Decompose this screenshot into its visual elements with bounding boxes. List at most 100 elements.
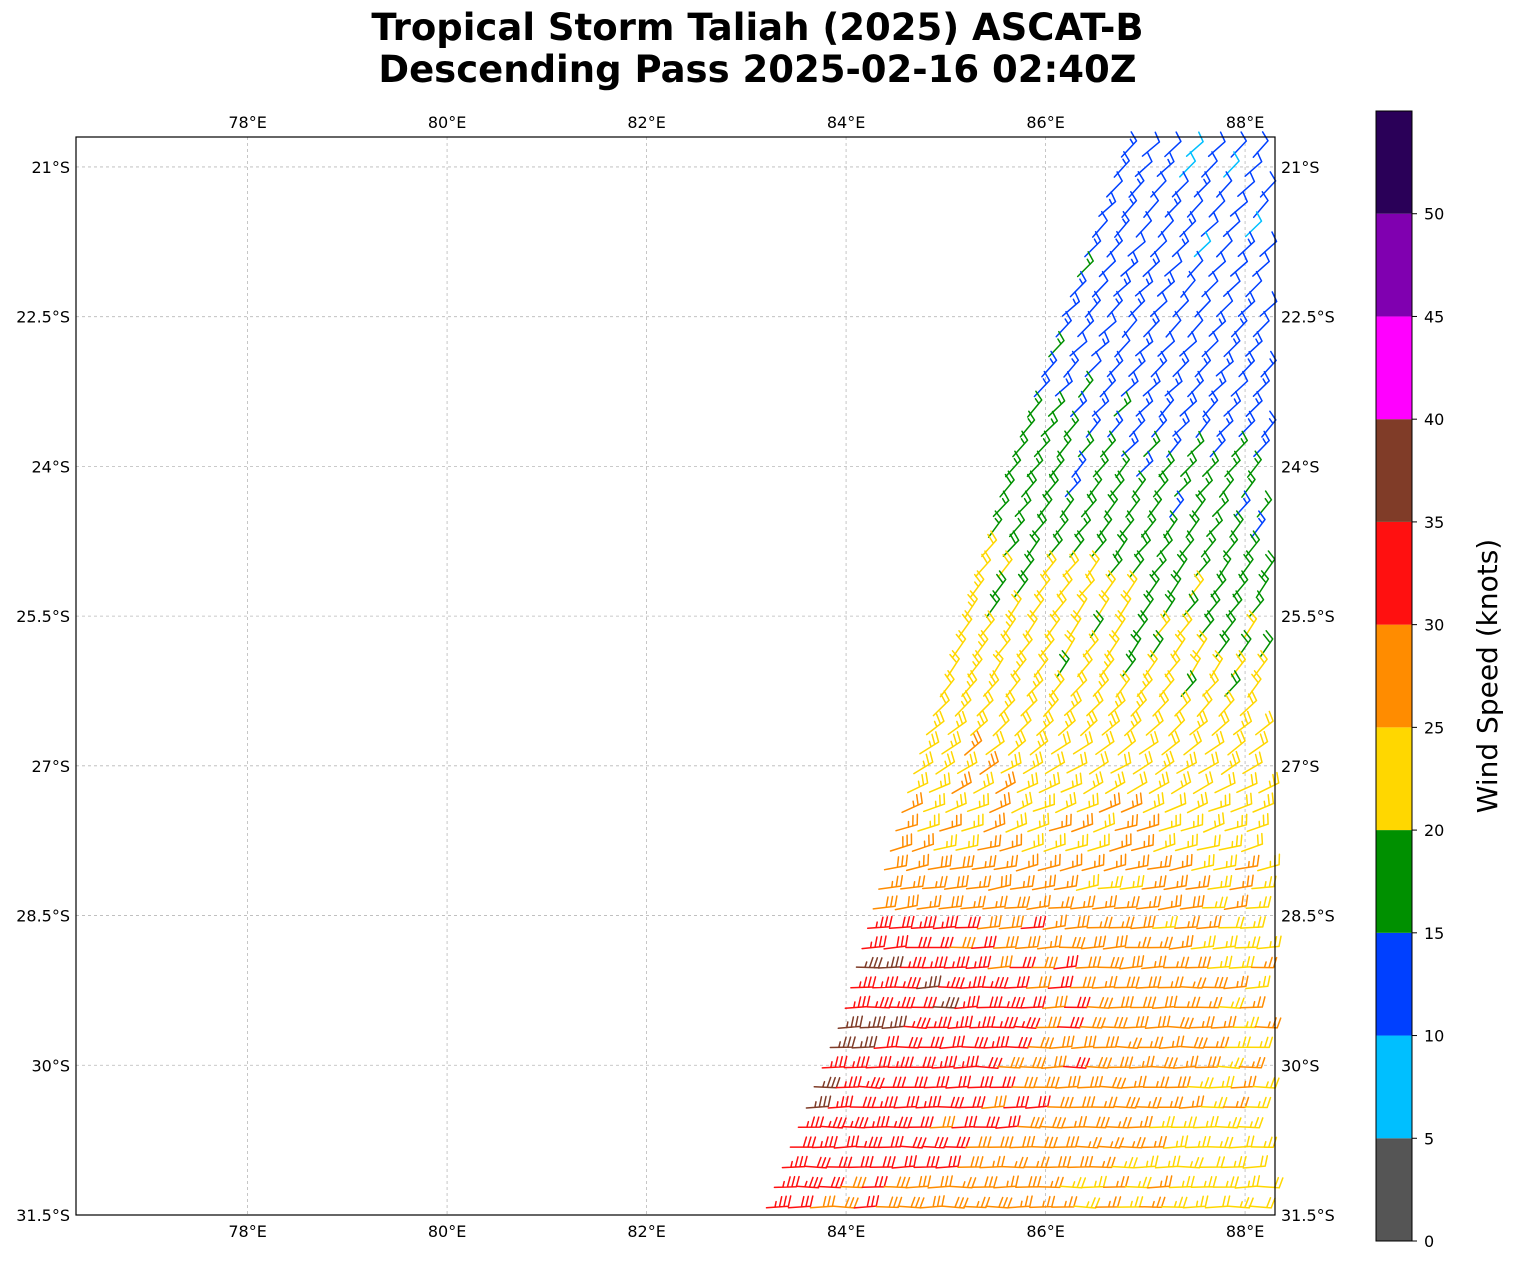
wind-barb xyxy=(935,751,956,775)
wind-barb xyxy=(1103,490,1119,518)
wind-barb xyxy=(979,610,995,638)
wind-barb xyxy=(1081,853,1105,872)
wind-barb xyxy=(1087,833,1110,852)
wind-barb xyxy=(956,751,978,775)
wind-barb xyxy=(941,1196,969,1209)
wind-barb xyxy=(966,793,990,813)
wind-barb xyxy=(1027,1036,1055,1049)
wind-barb xyxy=(1094,1196,1122,1208)
wind-barb xyxy=(1078,1016,1106,1029)
wind-barb xyxy=(1172,350,1190,378)
wind-barb xyxy=(1183,730,1202,756)
wind-barb xyxy=(1221,610,1237,638)
wind-barb xyxy=(1046,1096,1074,1109)
lon-tick-label-top: 78°E xyxy=(228,113,266,132)
wind-barb xyxy=(821,1055,848,1069)
wind-barb xyxy=(1236,1116,1264,1129)
wind-barb xyxy=(1050,731,1071,755)
wind-barb xyxy=(893,1095,920,1109)
wind-barb xyxy=(992,935,1019,949)
wind-barb xyxy=(919,1195,945,1209)
wind-barb xyxy=(1058,1176,1087,1189)
wind-barb xyxy=(1186,791,1209,814)
wind-barb xyxy=(873,1035,900,1049)
wind-barb xyxy=(1107,410,1124,438)
plot-frame xyxy=(75,136,1276,1216)
wind-barb xyxy=(970,710,989,736)
lon-tick-label-top: 86°E xyxy=(1026,113,1064,132)
wind-barb xyxy=(1017,630,1033,658)
wind-barb xyxy=(1071,450,1087,478)
wind-barb xyxy=(1230,650,1247,678)
wind-barb xyxy=(878,875,904,890)
wind-barb xyxy=(1044,751,1066,775)
colorbar-bin-9 xyxy=(1376,213,1412,317)
lon-tick-label-bottom: 88°E xyxy=(1226,1222,1264,1241)
wind-barb xyxy=(1130,690,1147,717)
wind-barb xyxy=(1212,935,1238,950)
wind-barb xyxy=(1246,812,1269,833)
wind-barb xyxy=(1098,191,1117,217)
wind-barb xyxy=(917,1036,944,1049)
wind-barb xyxy=(899,1136,927,1149)
wind-barb xyxy=(1052,1136,1080,1149)
wind-barb xyxy=(1164,251,1183,277)
wind-barb xyxy=(1135,390,1154,417)
wind-barb xyxy=(1202,812,1225,833)
wind-barb xyxy=(1128,410,1146,438)
wind-barb xyxy=(1025,975,1052,989)
wind-barb xyxy=(1214,1116,1242,1129)
wind-barb xyxy=(1057,570,1073,598)
wind-barb xyxy=(1020,996,1047,1009)
wind-barb xyxy=(1026,450,1044,478)
wind-barb xyxy=(1239,690,1258,717)
wind-barb xyxy=(813,1076,841,1089)
wind-barb xyxy=(951,1115,978,1129)
wind-barb xyxy=(928,772,951,793)
wind-barb xyxy=(1098,311,1117,337)
wind-barb xyxy=(888,915,915,930)
wind-barb xyxy=(1126,1115,1153,1129)
wind-barb xyxy=(835,1076,862,1089)
wind-barb xyxy=(1032,793,1056,812)
wind-barb xyxy=(1245,895,1272,909)
wind-barb xyxy=(1208,251,1227,277)
wind-barb xyxy=(1185,875,1211,890)
wind-barb xyxy=(927,854,953,871)
wind-barb xyxy=(1222,211,1241,238)
wind-barb xyxy=(1110,751,1132,774)
wind-barb xyxy=(1122,1015,1149,1029)
wind-barb xyxy=(1247,670,1262,698)
wind-barb xyxy=(1154,1155,1181,1169)
wind-barb xyxy=(1182,590,1199,618)
wind-barb xyxy=(1069,530,1085,558)
wind-barb xyxy=(1237,630,1252,658)
wind-barb xyxy=(1256,935,1282,950)
wind-barb xyxy=(1213,854,1238,871)
wind-barb xyxy=(1157,211,1174,238)
wind-barb xyxy=(1012,430,1029,458)
wind-barb xyxy=(1042,995,1068,1010)
wind-barb xyxy=(1021,470,1037,498)
wind-barb xyxy=(1029,1195,1056,1209)
wind-barb xyxy=(1201,330,1219,358)
wind-barb xyxy=(1050,1196,1078,1208)
wind-barb xyxy=(1184,956,1212,969)
wind-barb xyxy=(985,590,1001,618)
wind-barb xyxy=(1037,490,1053,518)
wind-barb xyxy=(1117,730,1137,756)
wind-barb xyxy=(1136,450,1154,477)
wind-barb xyxy=(1204,1195,1231,1209)
wind-barb xyxy=(825,1156,853,1169)
wind-barb xyxy=(851,1035,878,1049)
wind-barb xyxy=(1218,690,1235,717)
wind-barb xyxy=(1220,750,1241,775)
wind-barb xyxy=(971,935,997,950)
wind-barb xyxy=(1000,751,1022,774)
wind-barb xyxy=(1142,251,1161,278)
wind-barb xyxy=(1003,975,1030,989)
wind-barb xyxy=(1019,1056,1047,1069)
wind-barb xyxy=(1216,1057,1244,1069)
wind-barb xyxy=(1241,470,1256,498)
